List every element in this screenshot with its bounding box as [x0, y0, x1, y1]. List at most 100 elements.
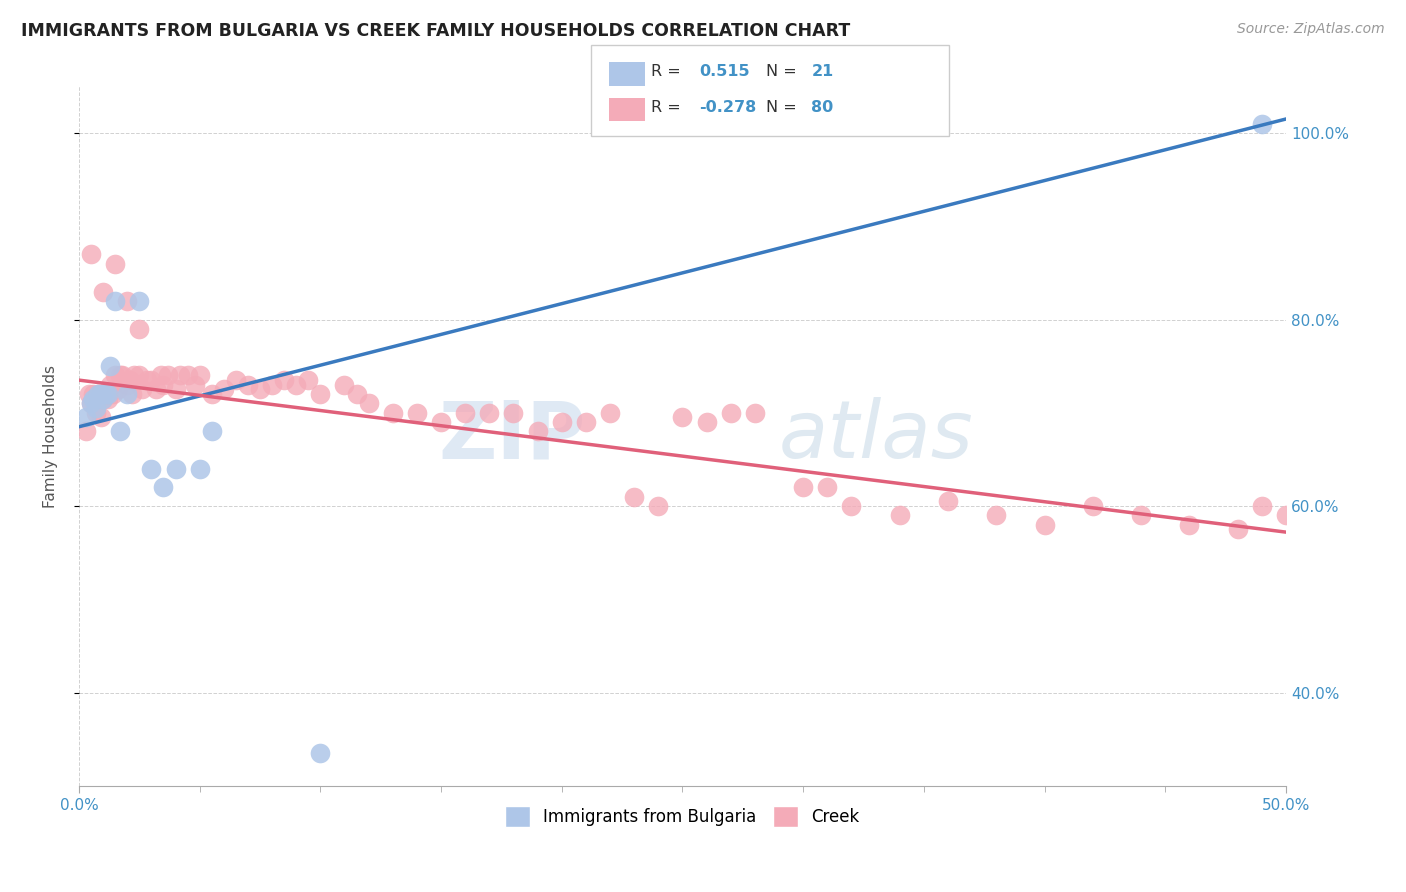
Point [176, 368, 198, 383]
Point [115, 387, 138, 401]
Point [128, 368, 150, 383]
Point [623, 490, 645, 504]
Point [77, 387, 100, 401]
Point [84, 401, 107, 416]
Point [82, 392, 104, 406]
Point [141, 373, 163, 387]
Point [720, 406, 742, 420]
Point [94, 387, 117, 401]
Point [80, 396, 103, 410]
Point [107, 383, 129, 397]
Point [333, 377, 356, 392]
Point [262, 377, 284, 392]
Point [91, 392, 114, 406]
Point [87, 387, 110, 401]
Point [1178, 517, 1201, 532]
Point [165, 461, 187, 475]
Point [792, 480, 814, 494]
Point [225, 373, 247, 387]
Point [128, 293, 150, 308]
Point [201, 425, 224, 439]
Point [131, 383, 153, 397]
Point [346, 387, 368, 401]
Point [575, 415, 598, 429]
Point [104, 256, 127, 270]
Point [357, 396, 380, 410]
Point [381, 406, 404, 420]
Point [599, 406, 621, 420]
Point [75, 410, 97, 425]
Point [97, 392, 120, 406]
Point [135, 373, 157, 387]
Point [309, 387, 332, 401]
Point [115, 293, 138, 308]
Point [1081, 499, 1104, 513]
Point [936, 494, 959, 508]
Point [1130, 508, 1153, 523]
Point [889, 508, 911, 523]
Point [201, 387, 224, 401]
Point [647, 499, 669, 513]
Point [115, 377, 138, 392]
Point [98, 359, 121, 373]
Point [128, 322, 150, 336]
Point [430, 415, 453, 429]
Point [141, 461, 163, 475]
Point [124, 368, 146, 383]
Point [104, 368, 127, 383]
Point [309, 746, 332, 760]
Point [87, 387, 110, 401]
Point [97, 387, 120, 401]
Point [80, 247, 103, 261]
Text: atlas: atlas [779, 397, 974, 475]
Point [90, 387, 112, 401]
Point [478, 406, 501, 420]
Point [285, 377, 308, 392]
Y-axis label: Family Households: Family Households [44, 365, 58, 508]
Point [150, 368, 173, 383]
Text: R =: R = [651, 100, 681, 114]
Point [406, 406, 429, 420]
Point [526, 425, 548, 439]
Text: IMMIGRANTS FROM BULGARIA VS CREEK FAMILY HOUSEHOLDS CORRELATION CHART: IMMIGRANTS FROM BULGARIA VS CREEK FAMILY… [21, 22, 851, 40]
Point [101, 387, 124, 401]
Text: N =: N = [766, 100, 797, 114]
Point [108, 368, 131, 383]
Point [671, 410, 693, 425]
Point [91, 392, 114, 406]
Text: 0.515: 0.515 [699, 64, 749, 78]
Point [815, 480, 838, 494]
Point [184, 377, 207, 392]
Point [744, 406, 766, 420]
Point [111, 368, 134, 383]
Point [165, 383, 187, 397]
Text: ZIP: ZIP [439, 397, 586, 475]
Point [104, 293, 127, 308]
Point [1275, 508, 1298, 523]
Point [1033, 517, 1056, 532]
Text: -0.278: -0.278 [699, 100, 756, 114]
Point [98, 377, 121, 392]
Point [551, 415, 574, 429]
Point [82, 387, 104, 401]
Point [273, 373, 295, 387]
Point [152, 377, 174, 392]
Point [188, 368, 211, 383]
Point [80, 396, 103, 410]
Text: 80: 80 [811, 100, 834, 114]
Point [249, 383, 271, 397]
Text: 21: 21 [811, 64, 834, 78]
Point [1250, 117, 1272, 131]
Point [90, 410, 112, 425]
Point [454, 406, 477, 420]
Point [188, 461, 211, 475]
Point [91, 285, 114, 299]
Point [169, 368, 191, 383]
Point [696, 415, 718, 429]
Point [145, 383, 167, 397]
Text: N =: N = [766, 64, 797, 78]
Point [502, 406, 524, 420]
Text: Source: ZipAtlas.com: Source: ZipAtlas.com [1237, 22, 1385, 37]
Point [152, 480, 174, 494]
Point [75, 425, 97, 439]
